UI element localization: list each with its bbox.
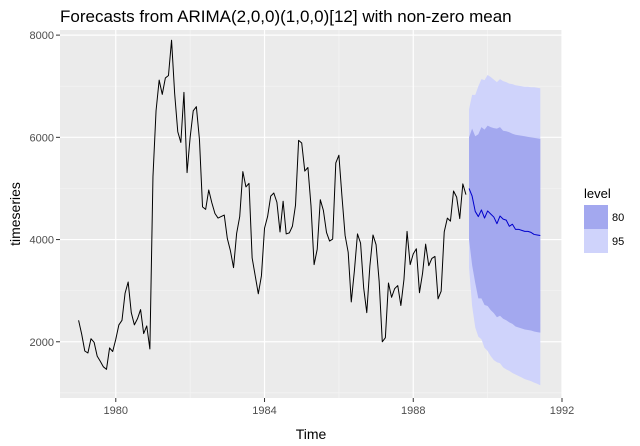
x-axis: 1980 1984 1988 1992 [104, 398, 574, 417]
legend-swatch-80 [584, 205, 608, 229]
legend-swatch-95 [584, 229, 608, 253]
prediction-intervals [469, 74, 541, 386]
y-tick-label: 2000 [30, 337, 54, 349]
y-tick-label: 8000 [30, 30, 54, 42]
legend-title: level [584, 186, 611, 201]
series-lines [78, 39, 541, 370]
legend-label-80: 80 [612, 212, 624, 224]
major-gridlines [60, 30, 563, 398]
forecast-mean-line [468, 188, 541, 236]
legend: level 80 95 [584, 186, 624, 253]
x-axis-label: Time [296, 426, 327, 442]
x-tick-label: 1980 [104, 405, 128, 417]
y-tick-label: 4000 [30, 235, 54, 247]
x-tick-label: 1984 [252, 405, 276, 417]
y-tick-label: 6000 [30, 132, 54, 144]
chart-title: Forecasts from ARIMA(2,0,0)(1,0,0)[12] w… [60, 7, 512, 26]
band-80 [469, 125, 541, 333]
y-axis: 2000 4000 6000 8000 [30, 30, 60, 349]
legend-label-95: 95 [612, 236, 624, 248]
x-tick-label: 1988 [401, 405, 425, 417]
x-tick-label: 1992 [550, 405, 574, 417]
y-axis-label: timeseries [7, 182, 23, 246]
observed-series-line [78, 39, 467, 370]
